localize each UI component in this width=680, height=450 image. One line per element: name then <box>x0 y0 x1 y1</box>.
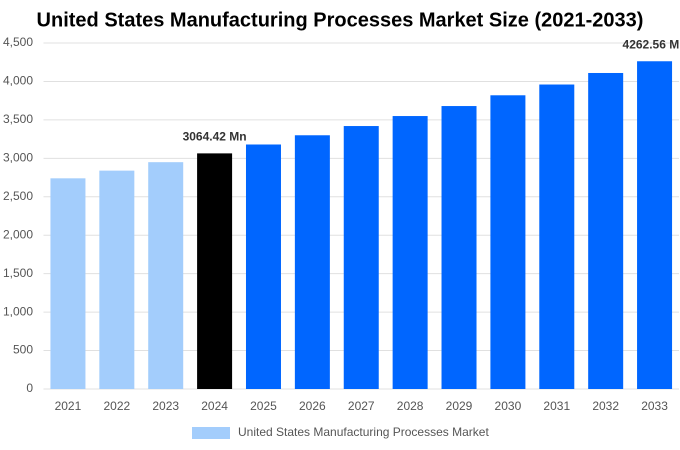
y-tick-label: 2,500 <box>3 189 33 203</box>
y-tick-label: 4,500 <box>3 35 33 49</box>
bar <box>294 135 330 389</box>
bar <box>99 170 135 389</box>
y-tick-label: 0 <box>26 381 33 395</box>
x-tick-label: 2023 <box>152 399 179 413</box>
y-tick-label: 3,500 <box>3 112 33 126</box>
chart-title: United States Manufacturing Processes Ma… <box>37 9 644 31</box>
x-tick-label: 2029 <box>446 399 473 413</box>
bar <box>245 144 281 389</box>
bar <box>441 106 477 389</box>
bar <box>50 178 86 389</box>
bar <box>490 95 526 389</box>
legend-label: United States Manufacturing Processes Ma… <box>238 425 489 439</box>
y-tick-label: 500 <box>13 343 33 357</box>
x-tick-label: 2028 <box>397 399 424 413</box>
x-tick-label: 2027 <box>348 399 375 413</box>
x-tick-label: 2030 <box>495 399 522 413</box>
bar <box>197 153 233 389</box>
x-tick-label: 2032 <box>592 399 619 413</box>
x-tick-label: 2026 <box>299 399 326 413</box>
y-tick-label: 4,000 <box>3 74 33 88</box>
value-label: 4262.56 Mn <box>623 37 680 51</box>
value-label: 3064.42 Mn <box>183 130 247 144</box>
bar <box>148 162 184 389</box>
x-tick-label: 2024 <box>201 399 228 413</box>
x-tick-label: 2022 <box>103 399 130 413</box>
x-tick-label: 2031 <box>543 399 570 413</box>
y-tick-label: 1,500 <box>3 266 33 280</box>
y-tick-label: 2,000 <box>3 227 33 241</box>
bar <box>343 126 379 389</box>
bar <box>588 72 624 389</box>
bar <box>392 116 428 390</box>
bar <box>637 61 673 389</box>
x-tick-label: 2033 <box>641 399 668 413</box>
x-tick-label: 2021 <box>55 399 82 413</box>
x-tick-label: 2025 <box>250 399 277 413</box>
y-tick-label: 1,000 <box>3 304 33 318</box>
legend-swatch <box>192 427 230 439</box>
bar <box>539 84 575 390</box>
y-tick-label: 3,000 <box>3 151 33 165</box>
